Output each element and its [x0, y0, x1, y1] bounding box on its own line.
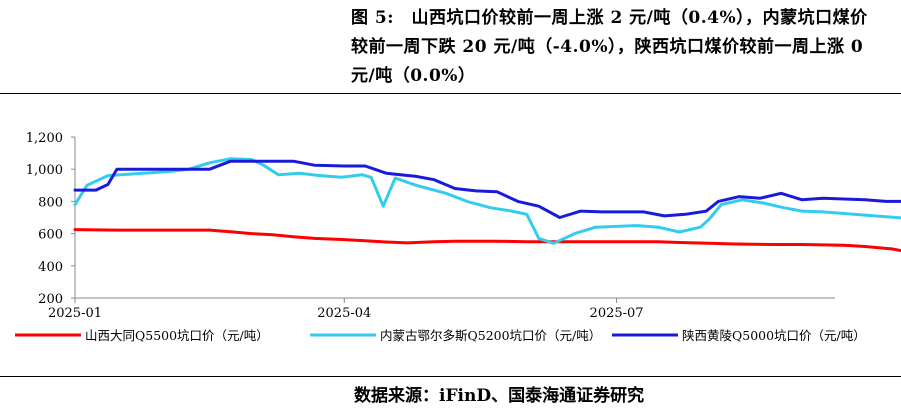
y-tick-label: 600 — [38, 228, 63, 243]
series-line-0 — [73, 228, 901, 253]
figure-title: 图 5: 山西坑口价较前一周上涨 2 元/吨（0.4%），内蒙坑口煤价较前一周下… — [351, 8, 868, 86]
y-tick-label: 200 — [38, 292, 63, 307]
x-tick-label: 2025-04 — [317, 306, 371, 321]
y-tick-label: 1,200 — [26, 131, 63, 146]
series-line-1 — [73, 157, 901, 245]
legend-label-1: 内蒙古鄂尔多斯Q5200坑口价（元/吨） — [380, 328, 601, 343]
data-source: 数据来源：iFinD、国泰海通证券研究 — [354, 386, 645, 406]
legend-label-0: 山西大同Q5500坑口价（元/吨） — [85, 328, 269, 343]
chart-legend: 山西大同Q5500坑口价（元/吨） 内蒙古鄂尔多斯Q5200坑口价（元/吨） 陕西黄… — [15, 328, 866, 343]
price-line-chart: 200 400 600 800 1,000 1,200 2025-01 2025-04 2025… — [15, 131, 901, 343]
top-rule — [0, 93, 901, 94]
legend-label-2: 陕西黄陵Q5000坑口价（元/吨） — [682, 328, 866, 343]
chart-series — [73, 157, 901, 253]
y-tick-label: 400 — [38, 260, 63, 275]
y-tick-label: 800 — [38, 195, 63, 210]
series-line-2 — [73, 159, 901, 219]
bottom-rule — [0, 376, 901, 377]
y-tick-label: 1,000 — [26, 163, 63, 178]
x-tick-label: 2025-01 — [48, 306, 102, 321]
chart-axes: 200 400 600 800 1,000 1,200 2025-01 2025-04 2025… — [26, 131, 835, 321]
x-tick-label: 2025-07 — [590, 306, 644, 321]
